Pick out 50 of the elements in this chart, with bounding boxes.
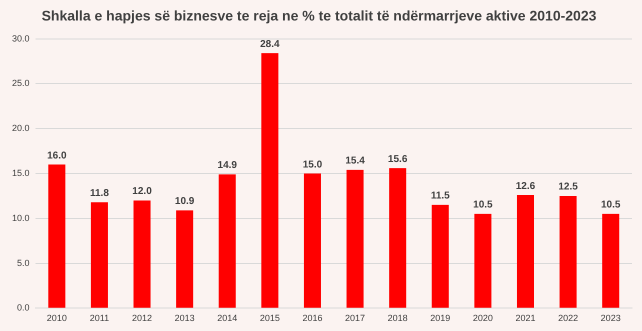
x-tick-label: 2013 [174, 313, 195, 324]
data-label: 16.0 [47, 150, 67, 162]
bar [560, 196, 577, 308]
data-label: 10.9 [174, 196, 195, 208]
x-tick-label: 2020 [472, 313, 493, 324]
data-label: 15.4 [345, 156, 366, 167]
x-tick-label: 2010 [46, 313, 67, 324]
bar [304, 174, 321, 308]
x-tick-label: 2021 [515, 313, 536, 324]
x-tick-label: 2016 [302, 313, 322, 324]
x-tick-label: 2019 [430, 313, 450, 324]
x-tick-label: 2018 [388, 313, 408, 324]
bar [48, 164, 66, 308]
bar [346, 170, 364, 308]
bar [432, 204, 449, 308]
data-label: 12.6 [516, 180, 536, 192]
x-tick-label: 2022 [558, 313, 578, 324]
bar [218, 174, 236, 308]
data-label: 12.5 [558, 182, 578, 193]
data-label: 12.0 [132, 186, 152, 198]
x-tick-label: 2011 [90, 313, 110, 324]
y-tick-label: 5.0 [17, 258, 30, 268]
x-tick-label: 2017 [345, 313, 366, 324]
bar [474, 214, 492, 308]
bar [261, 53, 278, 308]
y-tick-label: 20.0 [12, 123, 30, 134]
y-tick-label: 10.0 [12, 212, 30, 223]
data-label: 15.0 [302, 159, 323, 170]
y-tick-label: 30.0 [12, 33, 30, 44]
x-tick-label: 2014 [217, 313, 238, 324]
bar [516, 195, 534, 308]
bar [389, 168, 406, 308]
data-label: 10.5 [600, 200, 621, 211]
chart-title: Shkalla e hapjes së biznesve te reja ne % te totalit të ndërmarrjeve aktive 2010-2023 [42, 7, 597, 24]
bar [176, 210, 194, 308]
data-label: 11.5 [430, 190, 450, 202]
x-tick-label: 2023 [600, 313, 621, 324]
x-tick-label: 2012 [132, 313, 152, 324]
bar [134, 200, 151, 308]
data-label: 28.4 [260, 38, 280, 50]
y-tick-label: 25.0 [12, 78, 30, 88]
bar [90, 202, 108, 308]
y-tick-label: 15.0 [12, 168, 30, 178]
data-label: 10.5 [473, 200, 494, 211]
data-label: 11.8 [90, 188, 110, 199]
data-label: 14.9 [218, 160, 238, 172]
bar [602, 214, 620, 308]
y-tick-label: 0.0 [17, 302, 30, 313]
x-tick-label: 2015 [260, 313, 280, 324]
data-label: 15.6 [388, 154, 408, 165]
